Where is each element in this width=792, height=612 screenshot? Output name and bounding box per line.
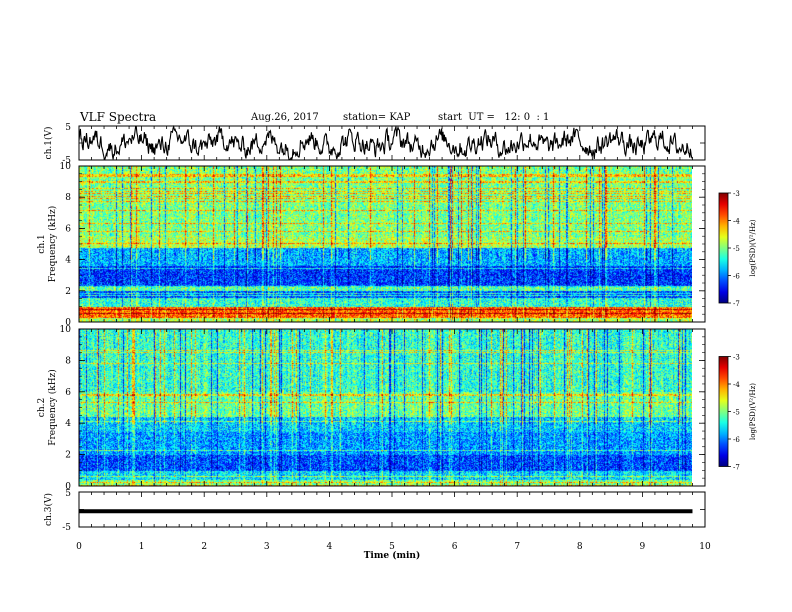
x-tick-label: 6	[452, 542, 458, 552]
x-tick-label: 9	[640, 542, 646, 552]
x-tick-label: 3	[264, 542, 270, 552]
x-tick-label: 0	[76, 542, 82, 552]
x-tick-label: 10	[699, 542, 711, 552]
ch1-ylabel: ch.1(V)	[43, 127, 54, 160]
ch1-colorbar-label: log(PSD)(V²/Hz)	[749, 219, 757, 276]
ch1-colorbar-tick-label: -5	[733, 245, 740, 253]
ch2-ytick-label: 8	[65, 356, 71, 366]
x-tick-label: 5	[389, 542, 395, 552]
ch2-colorbar-tick-label: -4	[733, 381, 740, 389]
ch1-ytick-label: 6	[65, 224, 71, 234]
ch2-colorbar-tick-label: -5	[733, 409, 740, 417]
ch2-colorbar-tick-label: -6	[733, 436, 740, 444]
x-axis-title: Time (min)	[364, 550, 421, 561]
ch1-ytick-label: 8	[65, 193, 71, 203]
x-tick-label: 7	[514, 542, 520, 552]
ch2-colorbar-label: log(PSD)(V²/Hz)	[749, 383, 757, 440]
ch2-frequency-label: Frequency (kHz)	[47, 369, 58, 446]
figure-title: VLF Spectra	[80, 110, 157, 124]
ch1-colorbar	[718, 192, 729, 304]
ch2-ytick-label: 2	[65, 451, 71, 461]
ch2-ytick-label: 0	[65, 482, 71, 492]
ch3-ylabel: ch.3(V)	[43, 493, 54, 526]
ch3-ytick-label: 5	[65, 489, 71, 499]
date-label: Aug.26, 2017	[251, 112, 319, 123]
station-label: station= KAP	[343, 112, 411, 123]
ch1-colorbar-tick-label: -6	[733, 273, 740, 281]
ch2-ylabel: ch.2 Frequency (kHz)	[37, 369, 58, 446]
x-tick-label: 2	[201, 542, 207, 552]
ch1-ytick-label: 5	[65, 123, 71, 133]
ch1-ytick-label: -5	[62, 156, 71, 166]
ch2-ytick-label: 10	[60, 325, 72, 335]
ch2-ytick-label: 6	[65, 388, 71, 398]
ch2-colorbar-tick-label: -7	[733, 464, 740, 472]
ch2-spectrogram-image	[79, 329, 692, 486]
ch1-spectrogram-image	[79, 166, 692, 322]
ch3-ytick-label: -5	[62, 523, 71, 533]
ch1-ytick-label: 10	[60, 162, 72, 172]
ch2-colorbar	[718, 356, 729, 467]
ch1-ylabel: ch.1 Frequency (kHz)	[37, 206, 58, 283]
ch2-ytick-label: 4	[65, 419, 71, 429]
ch1-colorbar-tick-label: -3	[733, 190, 740, 198]
ch1-colorbar-tick-label: -7	[733, 300, 740, 308]
ch1-channel-label: ch.1	[37, 234, 47, 253]
ch1-waveform-line	[78, 124, 693, 161]
x-tick-label: 8	[577, 542, 583, 552]
ch1-ytick-label: 4	[65, 256, 71, 266]
x-tick-label: 1	[139, 542, 145, 552]
ch1-ytick-label: 2	[65, 287, 71, 297]
ch1-colorbar-tick-label: -4	[733, 218, 740, 226]
ch1-frequency-label: Frequency (kHz)	[47, 206, 58, 283]
start-time-label: start UT = 12: 0 : 1	[438, 112, 550, 123]
ch2-colorbar-tick-label: -3	[733, 354, 740, 362]
ch2-channel-label: ch.2	[37, 398, 47, 417]
ch1-ytick-label: 0	[65, 318, 71, 328]
x-tick-label: 4	[327, 542, 333, 552]
